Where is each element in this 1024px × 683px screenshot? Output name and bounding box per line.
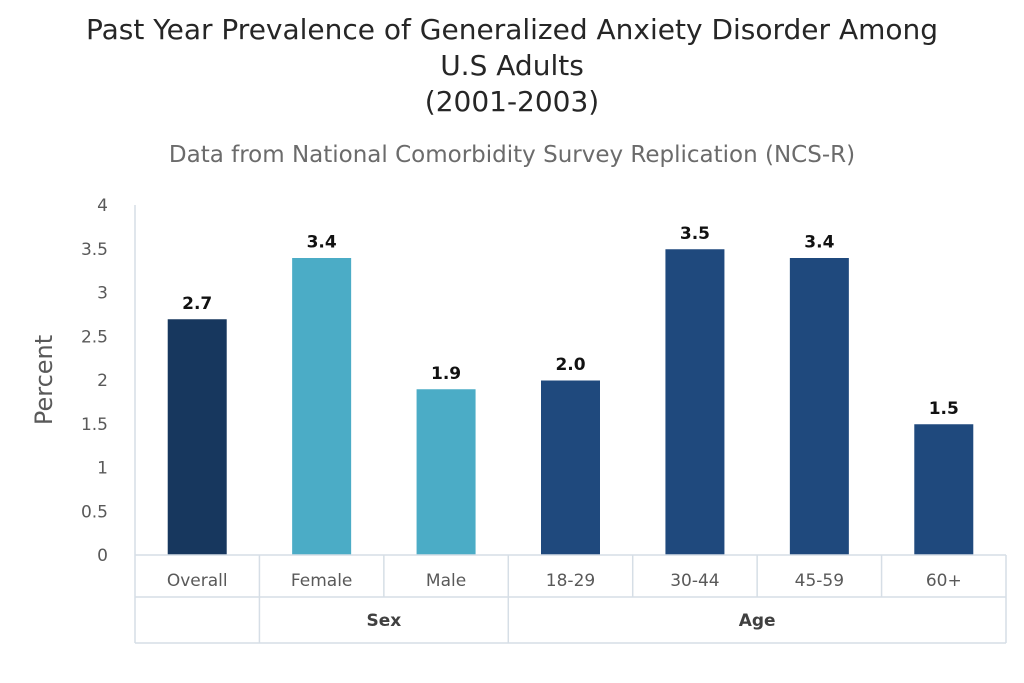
group-label: Sex <box>366 611 401 631</box>
x-tick-label: 45-59 <box>795 571 844 591</box>
y-tick-label: 3.5 <box>81 240 108 260</box>
y-tick-label: 0 <box>97 546 108 566</box>
bar <box>913 423 975 556</box>
x-tick-label: 30-44 <box>670 571 719 591</box>
x-tick-label: Overall <box>167 571 228 591</box>
chart-title-line-2: U.S Adults <box>440 49 584 82</box>
bar <box>415 388 477 556</box>
y-tick-label: 1 <box>97 459 108 479</box>
x-tick-label: 60+ <box>926 571 962 591</box>
chart-title-line-3: (2001-2003) <box>424 85 600 118</box>
y-tick-label: 2.5 <box>81 327 108 347</box>
y-axis-title: Percent <box>30 335 58 425</box>
y-tick-label: 0.5 <box>81 502 108 522</box>
group-label: Age <box>739 611 776 631</box>
x-tick-label: 18-29 <box>546 571 595 591</box>
bar <box>291 257 353 556</box>
chart-title: Past Year Prevalence of Generalized Anxi… <box>0 12 1024 120</box>
data-label: 2.7 <box>182 294 212 314</box>
data-label: 1.5 <box>929 399 959 419</box>
bar <box>788 257 850 556</box>
y-tick-label: 3 <box>97 284 108 304</box>
data-label: 2.0 <box>555 355 585 375</box>
chart-subtitle: Data from National Comorbidity Survey Re… <box>168 142 856 168</box>
y-tick-label: 1.5 <box>81 415 108 435</box>
y-tick-label: 4 <box>97 196 108 216</box>
data-label: 3.4 <box>804 233 834 253</box>
data-label: 3.5 <box>680 224 710 244</box>
data-label: 1.9 <box>431 364 461 384</box>
x-tick-label: Female <box>291 571 352 591</box>
data-label: 3.4 <box>307 233 337 253</box>
bar <box>664 248 726 556</box>
chart-title-line-1: Past Year Prevalence of Generalized Anxi… <box>85 13 939 46</box>
bar <box>540 379 601 556</box>
y-tick-label: 2 <box>97 371 108 391</box>
bar <box>166 318 228 556</box>
x-tick-label: Male <box>426 571 466 591</box>
